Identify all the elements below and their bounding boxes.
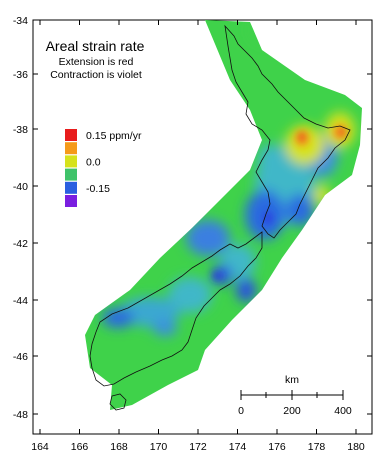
y-tick-label: -42	[13, 238, 28, 250]
scale-bar-label: 400	[334, 405, 352, 417]
plot-frame	[32, 19, 373, 435]
field-blob	[258, 144, 282, 176]
map-title: Areal strain rate	[46, 38, 145, 54]
legend-label: 0.0	[86, 156, 101, 168]
field-blob	[298, 132, 306, 142]
x-tick-label: 170	[150, 441, 168, 453]
new-zealand-coastline	[89, 24, 351, 411]
legend-swatch	[65, 168, 77, 181]
legend-swatch	[65, 155, 77, 168]
field-blob	[186, 220, 230, 256]
field-blob	[338, 128, 346, 136]
legend-label: -0.15	[86, 183, 110, 195]
x-tick-label: 166	[71, 441, 89, 453]
legend-swatch	[65, 142, 77, 155]
legend-swatch	[65, 181, 77, 194]
y-tick-label: -40	[13, 181, 28, 193]
legend-label: 0.15 ppm/yr	[86, 130, 142, 142]
y-tick-label: -46	[13, 351, 28, 363]
field-blob	[153, 320, 177, 336]
scale-bar-label: 200	[283, 405, 301, 417]
stewart-island-coastline	[109, 393, 127, 411]
y-tick-label: -38	[13, 124, 28, 136]
x-tick-label: 176	[268, 441, 286, 453]
x-tick-label: 172	[189, 441, 207, 453]
x-tick-label: 180	[347, 441, 365, 453]
y-tick-label: -48	[13, 409, 28, 421]
field-blob	[314, 185, 330, 205]
north-island-coastline	[224, 24, 351, 239]
legend-swatch	[65, 129, 77, 141]
y-axis: -34 -36 -38 -40 -42 -44 -46 -48	[13, 15, 372, 421]
field-blob	[120, 297, 180, 327]
x-tick-label: 178	[308, 441, 326, 453]
scale-bar-unit: km	[285, 374, 299, 386]
x-tick-label: 174	[229, 441, 247, 453]
field-blob	[213, 272, 221, 280]
field-blob	[168, 277, 212, 313]
x-tick-label: 168	[110, 441, 128, 453]
legend-swatch	[65, 195, 77, 207]
field-blob	[102, 308, 134, 328]
map-subtitle-contraction: Contraction is violet	[50, 69, 142, 81]
x-axis: 164 166 168 170 172 174 176 178 180	[31, 20, 365, 453]
scale-bar-label: 0	[238, 405, 244, 417]
y-tick-label: -34	[13, 15, 28, 27]
x-tick-label: 164	[31, 441, 49, 453]
y-tick-label: -44	[13, 295, 28, 307]
south-island-coastline	[89, 231, 263, 387]
color-legend: 0.15 ppm/yr 0.0 -0.15	[65, 129, 142, 207]
scale-bar: km 0 200 400	[238, 374, 352, 417]
field-blob	[236, 278, 256, 302]
map-subtitle-extension: Extension is red	[59, 56, 134, 68]
y-tick-label: -36	[13, 69, 28, 81]
field-blob	[286, 194, 314, 226]
